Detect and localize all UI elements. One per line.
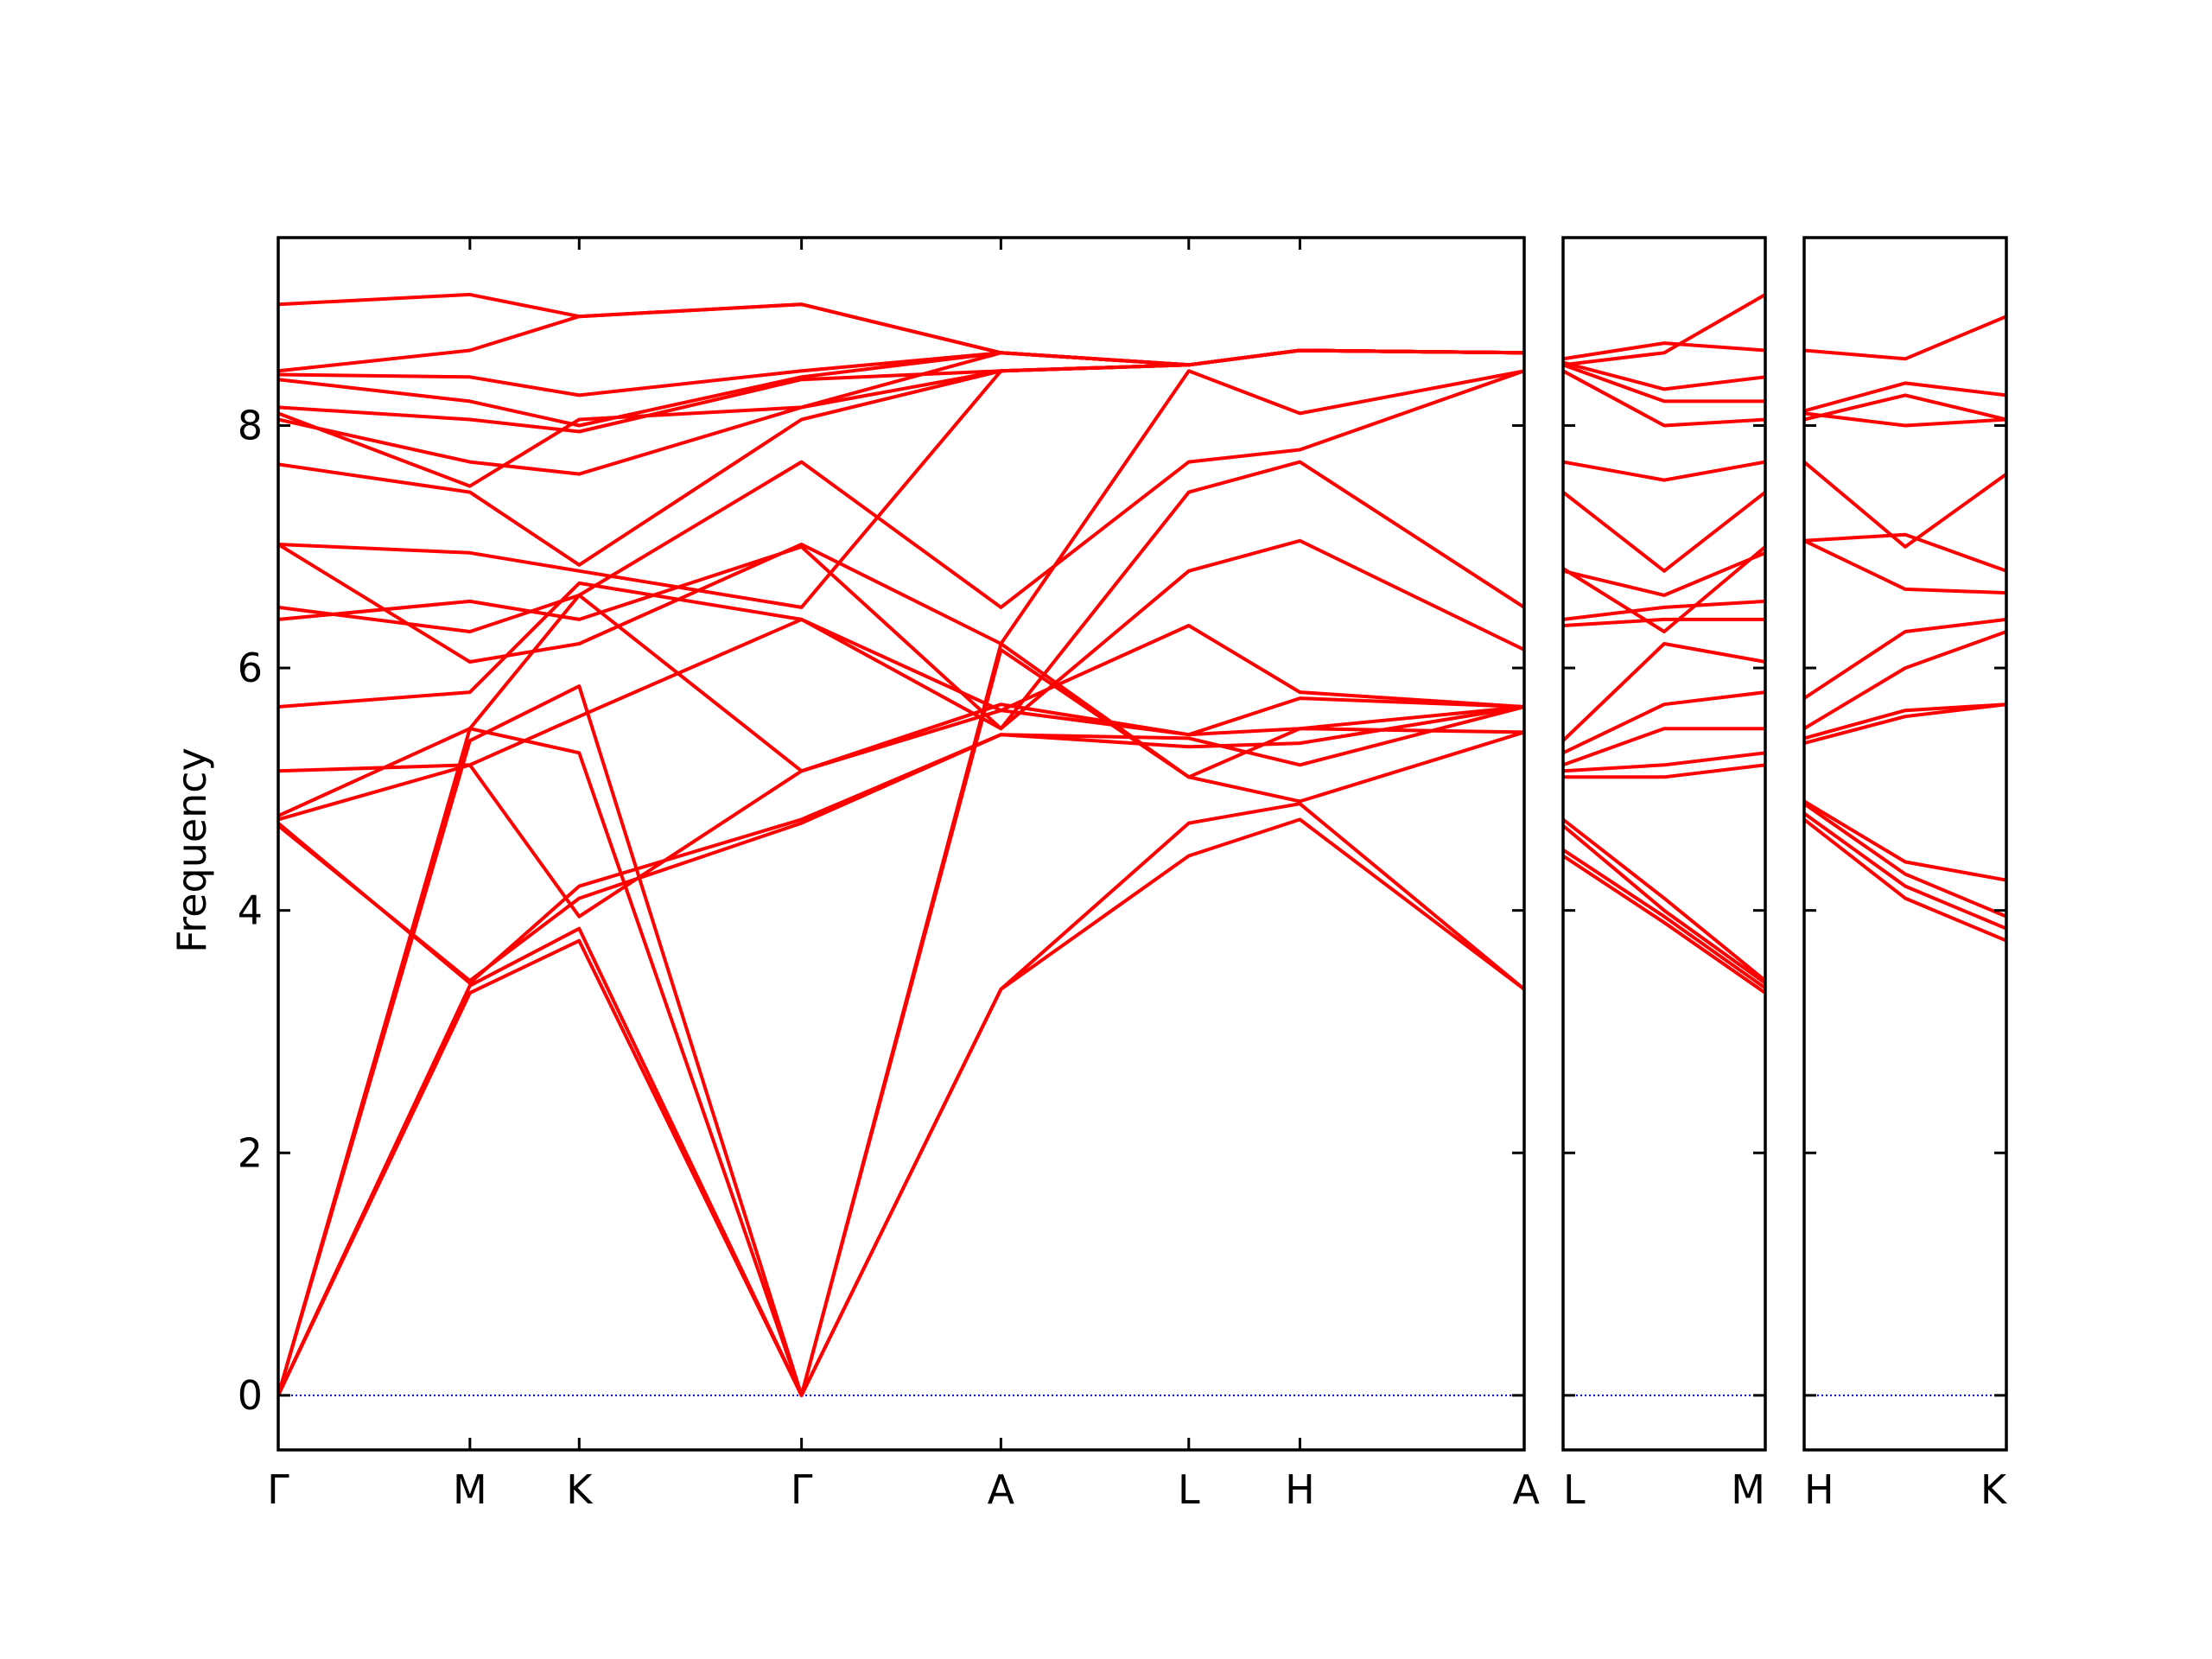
x-tick-label: A bbox=[1513, 1466, 1541, 1513]
band-line bbox=[278, 292, 1524, 367]
band-line bbox=[278, 696, 1524, 918]
x-tick-label: H bbox=[1804, 1466, 1834, 1513]
x-tick-label: L bbox=[1178, 1466, 1200, 1513]
band-line bbox=[1563, 491, 1765, 573]
band-line bbox=[1563, 360, 1765, 391]
y-tick-label: 4 bbox=[238, 887, 263, 934]
band-line bbox=[1804, 393, 2006, 422]
band-line bbox=[1563, 642, 1765, 742]
band-line bbox=[1804, 630, 2006, 730]
band-line bbox=[1804, 799, 2006, 882]
band-line bbox=[278, 705, 1524, 985]
band-line bbox=[1804, 532, 2006, 573]
band-line bbox=[278, 817, 1524, 1397]
panel-frame bbox=[1802, 236, 2008, 1452]
y-tick-label: 2 bbox=[238, 1129, 263, 1176]
x-tick-label: H bbox=[1285, 1466, 1315, 1513]
band-line bbox=[278, 593, 1524, 818]
band-line bbox=[1563, 817, 1765, 982]
band-line bbox=[1563, 854, 1765, 995]
band-line bbox=[1563, 848, 1765, 990]
x-tick-label: M bbox=[453, 1466, 487, 1513]
y-tick-label: 6 bbox=[238, 645, 263, 691]
band-line bbox=[1563, 751, 1765, 773]
band-line bbox=[1804, 315, 2006, 361]
band-line bbox=[1804, 381, 2006, 413]
band-line bbox=[278, 460, 1524, 731]
bands-group bbox=[1563, 293, 1765, 995]
band-line bbox=[1804, 538, 2006, 595]
band-line bbox=[1563, 690, 1765, 755]
band-line bbox=[278, 348, 1524, 476]
band-line bbox=[1563, 369, 1765, 428]
band-line bbox=[1563, 727, 1765, 767]
band-line bbox=[1563, 293, 1765, 367]
x-tick-label: M bbox=[1731, 1466, 1765, 1513]
y-tick-label: 8 bbox=[238, 402, 263, 448]
band-line bbox=[1804, 802, 2006, 918]
band-line bbox=[1563, 599, 1765, 621]
band-line bbox=[1804, 411, 2006, 428]
panel-frame bbox=[276, 236, 1526, 1452]
band-line bbox=[1804, 702, 2006, 741]
x-tick-label: Γ bbox=[267, 1466, 289, 1513]
x-tick-label: L bbox=[1563, 1466, 1586, 1513]
band-line bbox=[1563, 617, 1765, 627]
band-line bbox=[1563, 545, 1765, 633]
band-line bbox=[278, 617, 1524, 773]
band-line bbox=[1804, 811, 2006, 931]
band-line bbox=[1804, 461, 2006, 549]
band-line bbox=[278, 369, 1524, 633]
band-line bbox=[278, 369, 1524, 664]
band-line bbox=[1563, 341, 1765, 361]
band-line bbox=[1563, 550, 1765, 597]
band-line bbox=[1804, 702, 2006, 746]
x-tick-label: A bbox=[988, 1466, 1015, 1513]
band-line bbox=[278, 538, 1524, 731]
band-line bbox=[278, 648, 1524, 1397]
bands-group bbox=[278, 292, 1524, 1397]
x-tick-label: K bbox=[566, 1466, 594, 1513]
y-tick-label: 0 bbox=[238, 1372, 263, 1419]
band-line bbox=[1563, 763, 1765, 779]
band-line bbox=[1804, 817, 2006, 943]
bands-group bbox=[1804, 315, 2006, 943]
panel-1: Γ M K Γ A L H A 0 2 4 6 8 bbox=[238, 236, 1541, 1513]
band-line bbox=[1804, 617, 2006, 700]
band-line bbox=[1563, 823, 1765, 985]
band-line bbox=[1563, 460, 1765, 482]
panel-frame bbox=[1561, 236, 1767, 1452]
band-line bbox=[278, 802, 1524, 1397]
x-tick-label: K bbox=[1980, 1466, 2008, 1513]
band-line bbox=[1563, 363, 1765, 404]
y-axis-label: Frequency bbox=[168, 747, 215, 953]
x-tick-label: Γ bbox=[791, 1466, 813, 1513]
